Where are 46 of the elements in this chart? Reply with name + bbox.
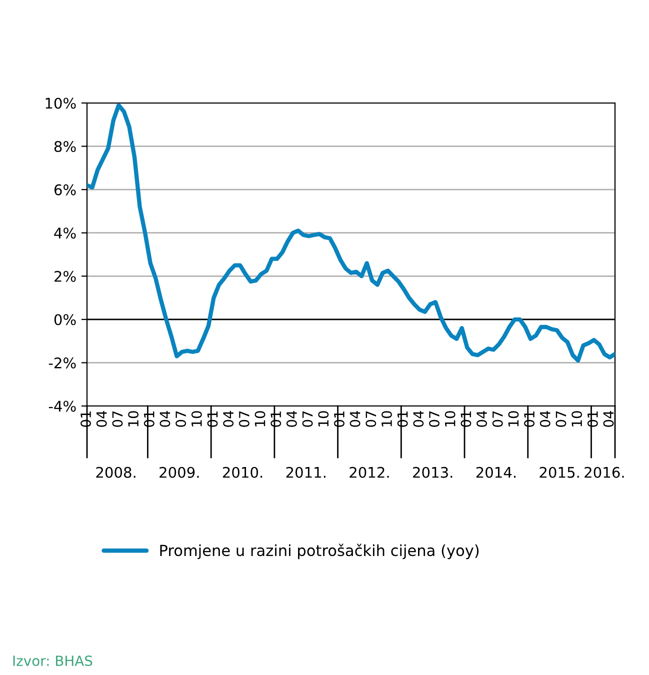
x-tick-label: 04 <box>350 410 360 427</box>
y-tick-label: 8% <box>54 141 76 152</box>
x-tick-label: 10 <box>254 411 266 426</box>
text: 2012. <box>350 466 389 478</box>
x-tick-label: 10 <box>191 411 202 426</box>
y-tick-label: 2% <box>54 270 76 282</box>
x-tick-label: 10 <box>444 411 456 426</box>
x-tick-label: 10 <box>381 411 392 426</box>
x-tick-label: 07 <box>112 411 123 427</box>
text: 2009. <box>160 466 199 478</box>
x-tick-label: 10 <box>572 411 582 426</box>
x-tick-label: 10 <box>318 411 329 426</box>
text: 2008. <box>96 466 136 478</box>
legend-label: Promjene u razini potrošačkih cijena (yoy) <box>160 544 479 560</box>
text: 2016. <box>584 466 624 478</box>
x-tick-label: 04 <box>413 410 424 427</box>
y-tick-label: -2% <box>48 357 76 368</box>
x-tick-label: 04 <box>286 410 297 427</box>
x-tick-label: 04 <box>540 410 550 427</box>
x-tick-label: 07 <box>238 411 250 427</box>
text: 2014. <box>476 466 516 478</box>
x-tick-label: 04 <box>476 410 488 427</box>
text: 2013. <box>413 466 452 478</box>
x-tick-label: 10 <box>128 411 139 426</box>
x-tick-label: 07 <box>176 411 186 427</box>
x-tick-label: 07 <box>302 411 313 427</box>
x-tick-label: 04 <box>603 410 614 427</box>
x-tick-label: 01 <box>587 411 598 427</box>
text: 2015. <box>540 466 579 478</box>
text: 2010. <box>222 466 262 478</box>
text: Izvor: BHAS <box>13 656 92 666</box>
x-tick-label: 04 <box>96 410 107 427</box>
x-tick-label: 07 <box>492 411 503 427</box>
y-tick-label: 10% <box>46 98 76 109</box>
x-tick-label: 04 <box>223 410 234 427</box>
y-tick-label: 6% <box>54 184 76 196</box>
y-tick-label: -4% <box>48 400 76 412</box>
x-tick-label: 04 <box>160 410 170 427</box>
y-tick-label: 0% <box>54 314 76 326</box>
x-tick-label: 01 <box>144 411 154 427</box>
x-tick-label: 07 <box>366 411 376 427</box>
y-tick-label: 4% <box>54 228 76 239</box>
x-tick-label: 07 <box>429 411 440 427</box>
text: 2011. <box>286 466 326 478</box>
x-tick-label: 10 <box>508 411 519 426</box>
x-tick-label: 07 <box>556 411 566 427</box>
